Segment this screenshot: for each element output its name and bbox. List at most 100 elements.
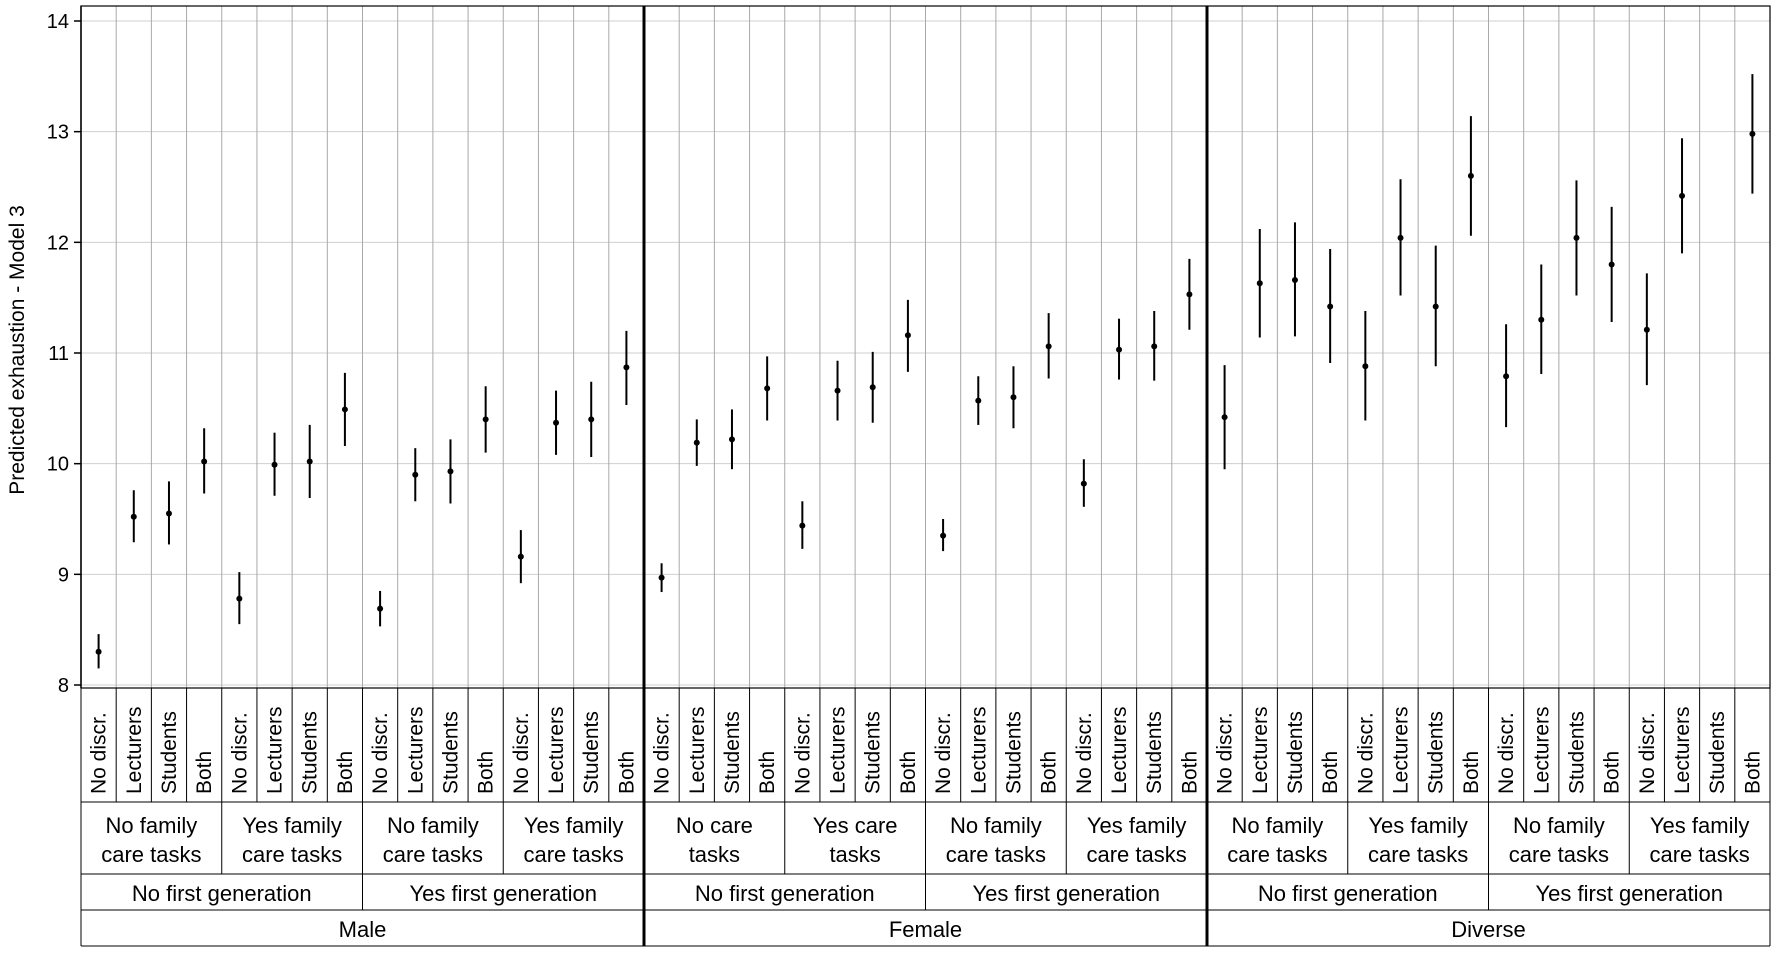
care-label: No family xyxy=(106,813,198,838)
data-marks xyxy=(95,74,1756,669)
x-tick-label: Both xyxy=(756,751,779,794)
data-point xyxy=(447,468,454,475)
care-label: Yes family xyxy=(242,813,341,838)
x-tick-label: Lecturers xyxy=(1671,706,1694,794)
first-generation-label: No first generation xyxy=(132,881,312,906)
care-label: No family xyxy=(1513,813,1605,838)
care-label: care tasks xyxy=(523,842,623,867)
first-generation-label: Yes first generation xyxy=(409,881,597,906)
care-label: care tasks xyxy=(946,842,1046,867)
data-point xyxy=(975,397,982,404)
data-point xyxy=(482,416,489,423)
data-point xyxy=(1045,343,1052,350)
x-tick-label: Students xyxy=(299,711,322,794)
x-tick-label: No discr. xyxy=(1636,712,1659,794)
y-axis: 8 9 10 11 12 13 14 xyxy=(47,6,82,697)
data-point xyxy=(271,461,278,468)
x-tick-label: Students xyxy=(439,711,462,794)
care-label: tasks xyxy=(829,842,880,867)
care-label: No family xyxy=(950,813,1042,838)
y-tick-label: 8 xyxy=(58,675,69,697)
care-label: care tasks xyxy=(101,842,201,867)
data-point xyxy=(693,439,700,446)
first-generation-label: No first generation xyxy=(695,881,875,906)
data-point xyxy=(1221,414,1228,421)
data-point xyxy=(588,416,595,423)
x-tick-label: Lecturers xyxy=(827,706,850,794)
first-generation-label: Yes first generation xyxy=(972,881,1160,906)
x-tick-label: No discr. xyxy=(651,712,674,794)
care-label: care tasks xyxy=(1368,842,1468,867)
x-tick-label: No discr. xyxy=(228,712,251,794)
x-tick-label: Both xyxy=(1178,751,1201,794)
data-point xyxy=(236,595,243,602)
x-tick-label: Both xyxy=(1601,751,1624,794)
x-tick-label: Both xyxy=(193,751,216,794)
x-tick-label: No discr. xyxy=(1214,712,1237,794)
data-point xyxy=(834,387,841,394)
gender-label: Male xyxy=(339,917,387,942)
x-tick-label: Lecturers xyxy=(545,706,568,794)
data-point xyxy=(904,332,911,339)
data-point xyxy=(517,553,524,560)
data-point xyxy=(1679,192,1686,199)
data-point xyxy=(1608,261,1615,268)
data-point xyxy=(940,532,947,539)
data-point xyxy=(728,436,735,443)
data-point xyxy=(1503,373,1510,380)
data-point xyxy=(658,574,665,581)
data-point xyxy=(1291,276,1298,283)
x-tick-label: Students xyxy=(1143,711,1166,794)
data-point xyxy=(623,364,630,371)
x-tick-label: Both xyxy=(1741,751,1764,794)
data-point xyxy=(764,385,771,392)
x-tick-label: Both xyxy=(897,751,920,794)
x-tick-label: No discr. xyxy=(932,712,955,794)
care-label: care tasks xyxy=(1509,842,1609,867)
x-tick-label: Students xyxy=(1425,711,1448,794)
care-label: care tasks xyxy=(1086,842,1186,867)
care-label: care tasks xyxy=(1227,842,1327,867)
x-tick-label: Both xyxy=(334,751,357,794)
x-tick-label: Students xyxy=(1565,711,1588,794)
x-tick-label: Both xyxy=(475,751,498,794)
data-point xyxy=(869,384,876,391)
gender-label: Female xyxy=(889,917,962,942)
data-point xyxy=(1538,316,1545,323)
y-tick-label: 11 xyxy=(48,343,69,365)
x-tick-label: Students xyxy=(1706,711,1729,794)
x-tick-label: Both xyxy=(1319,751,1342,794)
care-label: Yes family xyxy=(524,813,623,838)
data-point xyxy=(95,648,102,655)
x-tick-label: Lecturers xyxy=(404,706,427,794)
x-tick-label: Students xyxy=(1002,711,1025,794)
data-point xyxy=(412,471,419,478)
y-tick-label: 13 xyxy=(47,122,69,144)
data-point xyxy=(1362,363,1369,370)
y-tick-label: 14 xyxy=(47,11,69,33)
gender-label: Diverse xyxy=(1451,917,1526,942)
x-tick-label: Both xyxy=(615,751,638,794)
data-point xyxy=(165,510,172,517)
x-tick-label: No discr. xyxy=(88,712,111,794)
care-label: care tasks xyxy=(1649,842,1749,867)
data-point xyxy=(1186,291,1193,298)
x-tick-label: Lecturers xyxy=(264,706,287,794)
y-tick-label: 10 xyxy=(47,454,69,476)
data-point xyxy=(1010,394,1017,401)
x-tick-label: Students xyxy=(158,711,181,794)
data-point xyxy=(1467,172,1474,179)
x-tick-label: No discr. xyxy=(510,712,533,794)
care-label: Yes family xyxy=(1368,813,1467,838)
data-point xyxy=(1116,346,1123,353)
x-axis-labels: No discr. Lecturers Students Both No discr. L… xyxy=(80,688,1771,947)
x-tick-label: No discr. xyxy=(1354,712,1377,794)
x-tick-label: Lecturers xyxy=(1530,706,1553,794)
data-point xyxy=(1573,234,1580,241)
x-tick-label: Students xyxy=(1284,711,1307,794)
x-tick-label: No discr. xyxy=(369,712,392,794)
x-tick-label: Students xyxy=(580,711,603,794)
data-point xyxy=(1643,326,1650,333)
